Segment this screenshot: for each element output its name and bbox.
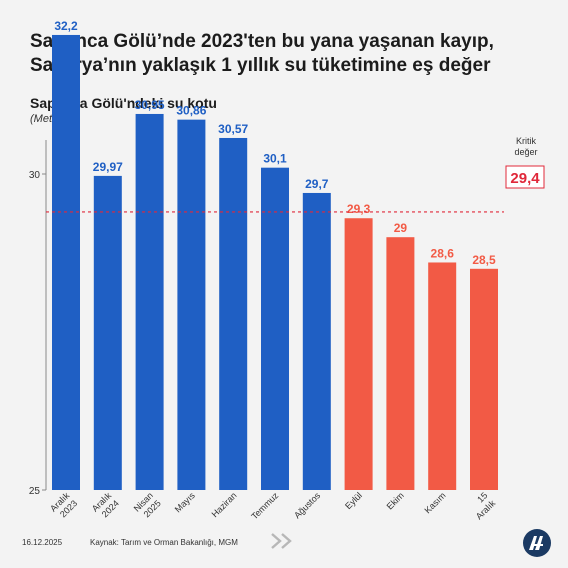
x-tick-label: Aralık2023 [48,490,79,521]
source-note: Kaynak: Tarım ve Orman Bakanlığı, MGM [90,538,238,547]
bar [344,218,373,491]
bar-value-label: 28,5 [472,253,496,267]
bar [219,137,248,490]
bar [93,175,122,490]
threshold-caption: değer [514,147,537,157]
bar-value-label: 30,57 [218,122,248,136]
x-tick-label: Mayıs [173,490,197,514]
bar-value-label: 30,1 [263,152,287,166]
bar [470,268,498,490]
bar-value-label: 29,97 [93,160,123,174]
bar-value-label: 29 [394,221,408,235]
bar [177,119,206,490]
threshold-value-label: 29,4 [510,170,540,187]
y-tick-label: 25 [29,486,41,497]
x-tick-label: Nisan2025 [132,490,163,521]
bar-value-label: 30,86 [176,104,206,118]
bar [428,262,457,490]
bar-value-label: 29,7 [305,177,329,191]
bar [261,167,289,490]
bar [52,34,80,491]
bar [386,237,415,490]
x-tick-label: Eylül [343,490,364,511]
threshold-caption: Kritik [516,136,536,146]
bar [302,192,331,490]
x-tick-label: 15Aralık [466,490,497,521]
double-chevron-icon [271,533,292,549]
agency-logo-icon [523,529,551,557]
x-tick-label-line: Aralık [474,498,498,522]
bar [135,113,164,491]
x-tick-label: Ekim [385,490,406,511]
x-tick-label: Haziran [210,490,239,519]
bar-value-label: 30,95 [135,98,165,112]
x-tick-label: Aralık2024 [90,490,121,521]
y-tick-label: 30 [29,170,41,181]
x-tick-label: Temmuz [249,490,280,521]
chart-title: Sapanca Gölü’nde 2023'ten bu yana yaşana… [30,31,494,76]
threshold-value-box [505,165,545,189]
bar-value-label: 28,6 [431,246,455,260]
x-tick-label: Ağustos [292,490,322,520]
bar-value-label: 29,3 [347,202,371,216]
publish-date: 16.12.2025 [22,538,63,547]
bar-value-label: 32,2 [54,19,78,33]
x-tick-label: Kasım [423,490,448,515]
